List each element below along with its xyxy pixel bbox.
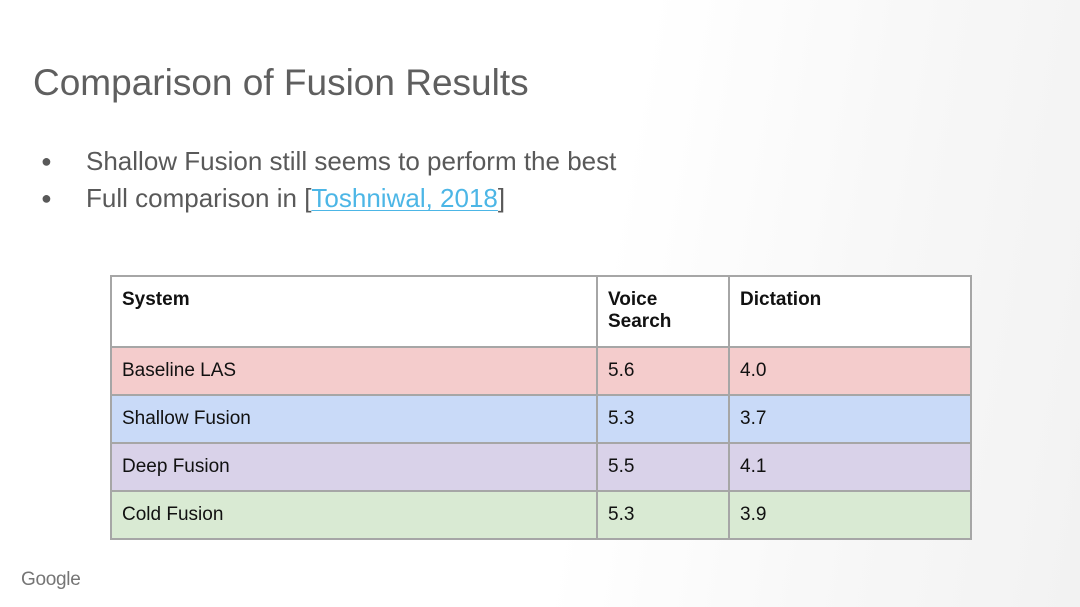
bullet-item: ● Shallow Fusion still seems to perform t… bbox=[41, 143, 616, 180]
cell-dictation: 3.7 bbox=[728, 394, 972, 444]
cell-voice-search: 5.3 bbox=[596, 394, 730, 444]
bullet-text: Shallow Fusion still seems to perform th… bbox=[86, 146, 617, 176]
table-row: Cold Fusion 5.3 3.9 bbox=[110, 490, 972, 540]
results-table: System Voice Search Dictation Baseline L… bbox=[110, 275, 972, 540]
cell-system: Cold Fusion bbox=[110, 490, 598, 540]
table-header-row: System Voice Search Dictation bbox=[110, 275, 972, 348]
cell-system: Baseline LAS bbox=[110, 346, 598, 396]
table-row: Deep Fusion 5.5 4.1 bbox=[110, 442, 972, 492]
google-logo: Google bbox=[21, 569, 81, 590]
bullet-dot-icon: ● bbox=[41, 151, 52, 171]
bullet-dot-icon: ● bbox=[41, 188, 52, 208]
bullet-text-prefix: Full comparison in [ bbox=[86, 183, 312, 213]
cell-dictation: 4.1 bbox=[728, 442, 972, 492]
table-row: Baseline LAS 5.6 4.0 bbox=[110, 346, 972, 396]
cell-voice-search: 5.5 bbox=[596, 442, 730, 492]
cell-system: Shallow Fusion bbox=[110, 394, 598, 444]
cell-dictation: 3.9 bbox=[728, 490, 972, 540]
bullet-list: ● Shallow Fusion still seems to perform t… bbox=[41, 143, 616, 217]
bullet-item: ● Full comparison in [Toshniwal, 2018] bbox=[41, 180, 616, 217]
header-voice-search: Voice Search bbox=[596, 275, 730, 348]
cell-dictation: 4.0 bbox=[728, 346, 972, 396]
table-row: Shallow Fusion 5.3 3.7 bbox=[110, 394, 972, 444]
cell-voice-search: 5.3 bbox=[596, 490, 730, 540]
header-system: System bbox=[110, 275, 598, 348]
slide-title: Comparison of Fusion Results bbox=[33, 62, 529, 103]
bullet-text-suffix: ] bbox=[497, 183, 506, 213]
cell-voice-search: 5.6 bbox=[596, 346, 730, 396]
citation-link[interactable]: Toshniwal, 2018 bbox=[311, 183, 498, 213]
header-dictation: Dictation bbox=[728, 275, 972, 348]
cell-system: Deep Fusion bbox=[110, 442, 598, 492]
